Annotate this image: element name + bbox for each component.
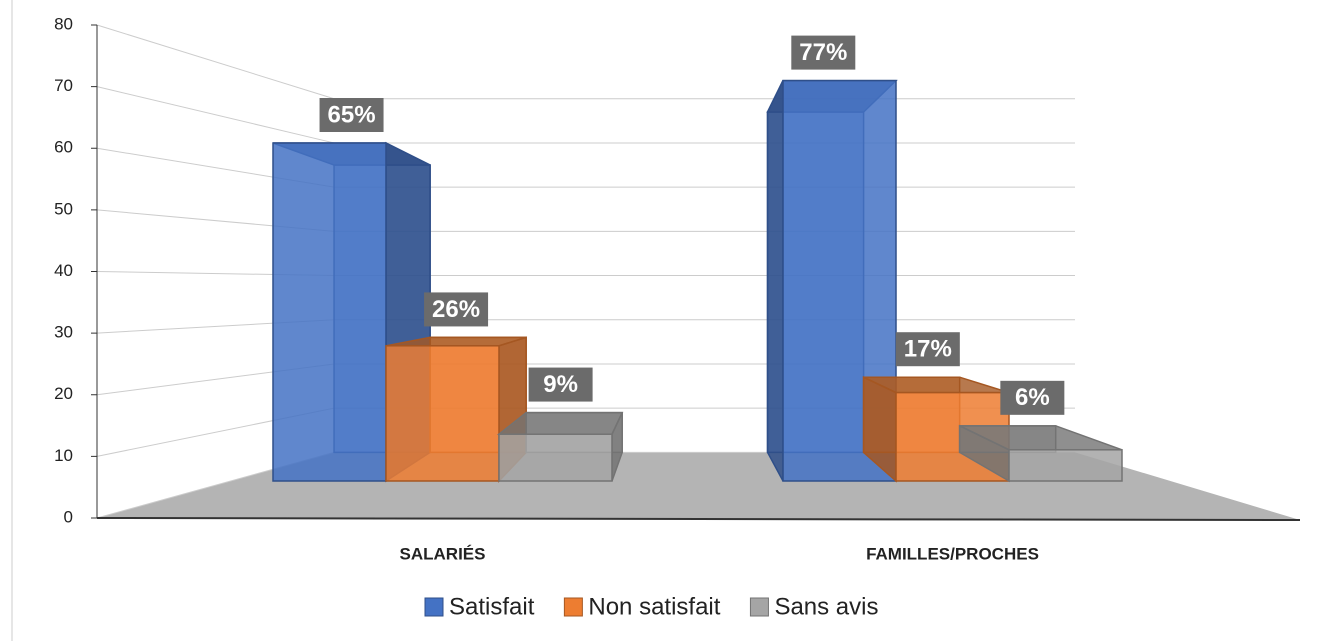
bar xyxy=(272,142,387,482)
legend-label: Non satisfait xyxy=(588,593,720,620)
grid-line xyxy=(96,24,335,100)
y-tick-label: 0 xyxy=(64,507,73,526)
value-label-box xyxy=(424,292,489,327)
bar xyxy=(1008,449,1123,482)
grid-line xyxy=(96,86,335,144)
value-label: 77% xyxy=(799,39,847,66)
value-label-box xyxy=(1000,380,1065,415)
bar-side xyxy=(766,80,784,482)
value-label-box xyxy=(791,35,856,70)
value-label: 6% xyxy=(1015,384,1050,411)
legend-swatch xyxy=(749,597,769,617)
y-tick-label: 80 xyxy=(54,14,73,33)
value-label: 17% xyxy=(904,336,952,363)
legend-label: Satisfait xyxy=(449,593,535,620)
x-tick-label: SALARIÉS xyxy=(400,544,486,563)
legend-swatch xyxy=(424,597,444,617)
x-tick-label: FAMILLES/PROCHES xyxy=(866,544,1039,563)
y-tick-label: 10 xyxy=(54,446,73,465)
y-tick-label: 70 xyxy=(54,76,73,95)
y-tick-label: 20 xyxy=(54,384,73,403)
legend-swatch xyxy=(563,597,583,617)
bar xyxy=(498,433,613,482)
bar xyxy=(385,345,500,482)
value-label: 9% xyxy=(543,371,578,398)
value-label-box xyxy=(319,98,384,132)
legend-label: Sans avis xyxy=(774,593,878,620)
y-tick-label: 40 xyxy=(54,261,73,280)
value-label: 26% xyxy=(432,296,480,323)
value-label-box xyxy=(528,367,593,402)
y-tick-label: 60 xyxy=(54,138,73,157)
value-label: 65% xyxy=(328,101,376,128)
y-tick-label: 50 xyxy=(54,199,73,218)
x-axis xyxy=(96,517,1301,521)
y-tick-label: 30 xyxy=(54,323,73,342)
value-label-box xyxy=(895,332,960,367)
